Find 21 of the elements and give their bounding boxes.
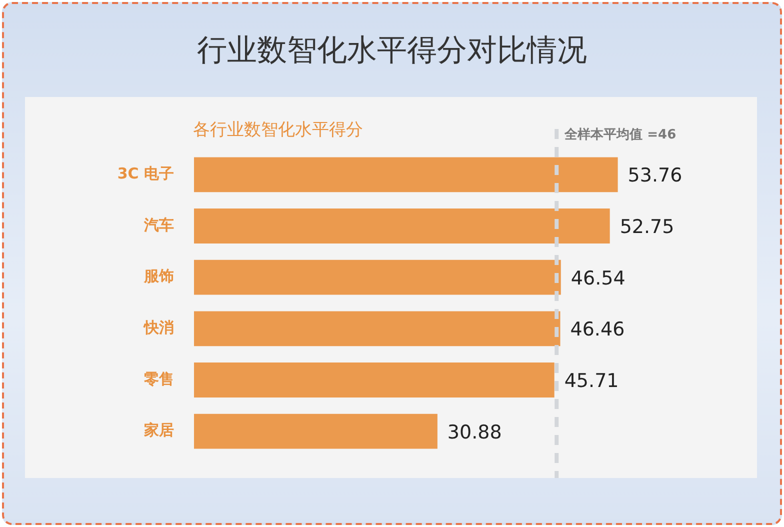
- bar: [194, 414, 438, 449]
- data-label: 52.75: [620, 216, 674, 238]
- y-tick-label: 服饰: [143, 267, 174, 286]
- data-label: 30.88: [447, 421, 502, 444]
- y-tick-label: 3C 电子: [117, 164, 174, 183]
- data-label: 46.46: [570, 318, 625, 341]
- ref-line-label: 全样本平均值 =46: [564, 127, 676, 142]
- data-label: 53.76: [628, 164, 682, 187]
- bar: [194, 311, 560, 346]
- data-label: 46.54: [570, 267, 626, 290]
- y-tick-label: 零售: [144, 370, 174, 388]
- bar: [194, 260, 561, 295]
- chart-title: 行业数智化水平得分对比情况: [196, 32, 588, 70]
- y-tick-label: 汽车: [143, 216, 174, 234]
- y-tick-label: 快消: [143, 318, 174, 337]
- bar: [194, 157, 618, 192]
- y-tick-label: 家居: [143, 421, 174, 440]
- bar: [194, 362, 554, 398]
- bar: [194, 208, 610, 244]
- data-label: 45.71: [564, 370, 619, 392]
- chart-subtitle: 各行业数智化水平得分: [193, 119, 363, 141]
